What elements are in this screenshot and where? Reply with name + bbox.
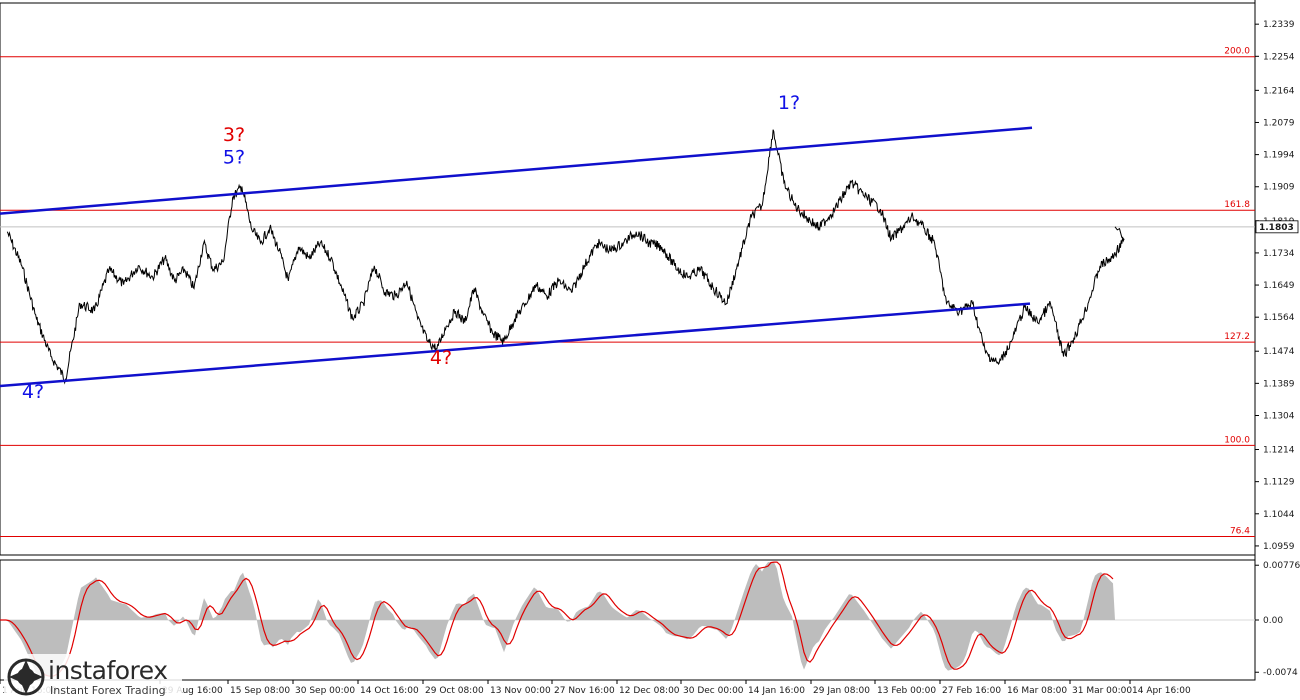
x-tick-label: 13 Feb 00:00 (877, 686, 936, 696)
fibonacci-level-label: 161.8 (1224, 200, 1250, 210)
price-series (6, 129, 1125, 385)
axes: 1.2339 1.2254 1.2164 1.2079 1.1994 1.1909 1.18… (0, 20, 1300, 696)
channel-upper-line (0, 126, 1033, 215)
x-tick-label: 14 Jan 16:00 (748, 686, 805, 696)
current-price-badge (1255, 220, 1299, 234)
frame-layer (0, 0, 1256, 681)
price-line (6, 129, 1125, 385)
y-tick-label: 1.1994 (1263, 151, 1295, 161)
wave-label: 4? (22, 381, 44, 403)
osc-y-tick-label: -0.0074 (1263, 668, 1298, 678)
y-tick-label: 1.2079 (1263, 118, 1295, 128)
logo-mark-icon (7, 658, 45, 696)
fibonacci-level-label: 127.2 (1224, 332, 1250, 342)
x-tick-label: 29 Aug 16:00 (162, 686, 223, 696)
y-tick-label: 1.0959 (1263, 542, 1295, 552)
x-tick-label: 16 Mar 08:00 (1007, 686, 1067, 696)
fibonacci-level-label: 200.0 (1224, 47, 1250, 57)
fibonacci-levels: 200.0 161.8 127.2 100.0 76.4 (0, 47, 1255, 537)
x-tick-label: 27 Feb 16:00 (942, 686, 1001, 696)
fibonacci-level-label: 76.4 (1230, 526, 1250, 536)
y-tick-label: 1.1129 (1263, 478, 1295, 488)
x-tick-label: 30 Sep 00:00 (295, 686, 355, 696)
osc-y-tick-label: 0.00776 (1263, 561, 1300, 571)
price-panel-frame (0, 2, 1256, 556)
y-tick-label: 1.1389 (1263, 379, 1295, 389)
oscillator-signal-line (0, 561, 1114, 677)
y-tick-label: 1.1564 (1263, 313, 1295, 323)
wave-label: 3? (223, 124, 245, 146)
x-tick-label: 29 Oct 08:00 (425, 686, 484, 696)
fibonacci-level-label: 100.0 (1224, 435, 1250, 445)
x-tick-label: 12 Dec 08:00 (619, 686, 680, 696)
wave-label: 4? (430, 347, 452, 369)
y-tick-label: 1.1214 (1263, 446, 1295, 456)
x-tick-label: 31 Mar 00:00 (1072, 686, 1132, 696)
y-tick-label: 1.2164 (1263, 86, 1295, 96)
wave-label: 5? (223, 147, 245, 169)
x-tick-label: 14 Apr 16:00 (1132, 686, 1191, 696)
y-tick-label: 1.1044 (1263, 510, 1295, 520)
x-tick-label: 15 Sep 08:00 (230, 686, 290, 696)
y-tick-label: 1.2339 (1263, 20, 1295, 30)
x-tick-label: 13 Nov 00:00 (490, 686, 551, 696)
oscillator-histogram (0, 562, 1115, 677)
y-tick-label: 1.2254 (1263, 52, 1295, 62)
y-tick-label: 1.1734 (1263, 249, 1295, 259)
wave-labels: 4? 5?3? 4? 1? (22, 92, 800, 403)
logo-tagline: Instant Forex Trading (50, 684, 166, 697)
trend-channel (0, 126, 1033, 388)
osc-y-tick-label: 0.00 (1263, 616, 1283, 626)
logo-brand: instaforex (48, 656, 168, 685)
x-tick-label: 29 Jan 08:00 (813, 686, 870, 696)
oscillator-panel (0, 561, 1255, 677)
instaforex-logo: instaforex Instant Forex Trading (4, 654, 182, 698)
y-tick-label: 1.1304 (1263, 411, 1295, 421)
x-tick-label: 27 Nov 16:00 (554, 686, 615, 696)
x-tick-label: 30 Dec 00:00 (683, 686, 744, 696)
y-tick-label: 1.1474 (1263, 347, 1295, 357)
wave-label: 1? (778, 92, 800, 114)
y-tick-label: 1.1649 (1263, 281, 1295, 291)
current-price-label: 1.1803 (1259, 223, 1294, 233)
channel-lower-line (0, 302, 1031, 388)
x-tick-label: 14 Oct 16:00 (360, 686, 419, 696)
y-tick-label: 1.1909 (1263, 183, 1295, 193)
